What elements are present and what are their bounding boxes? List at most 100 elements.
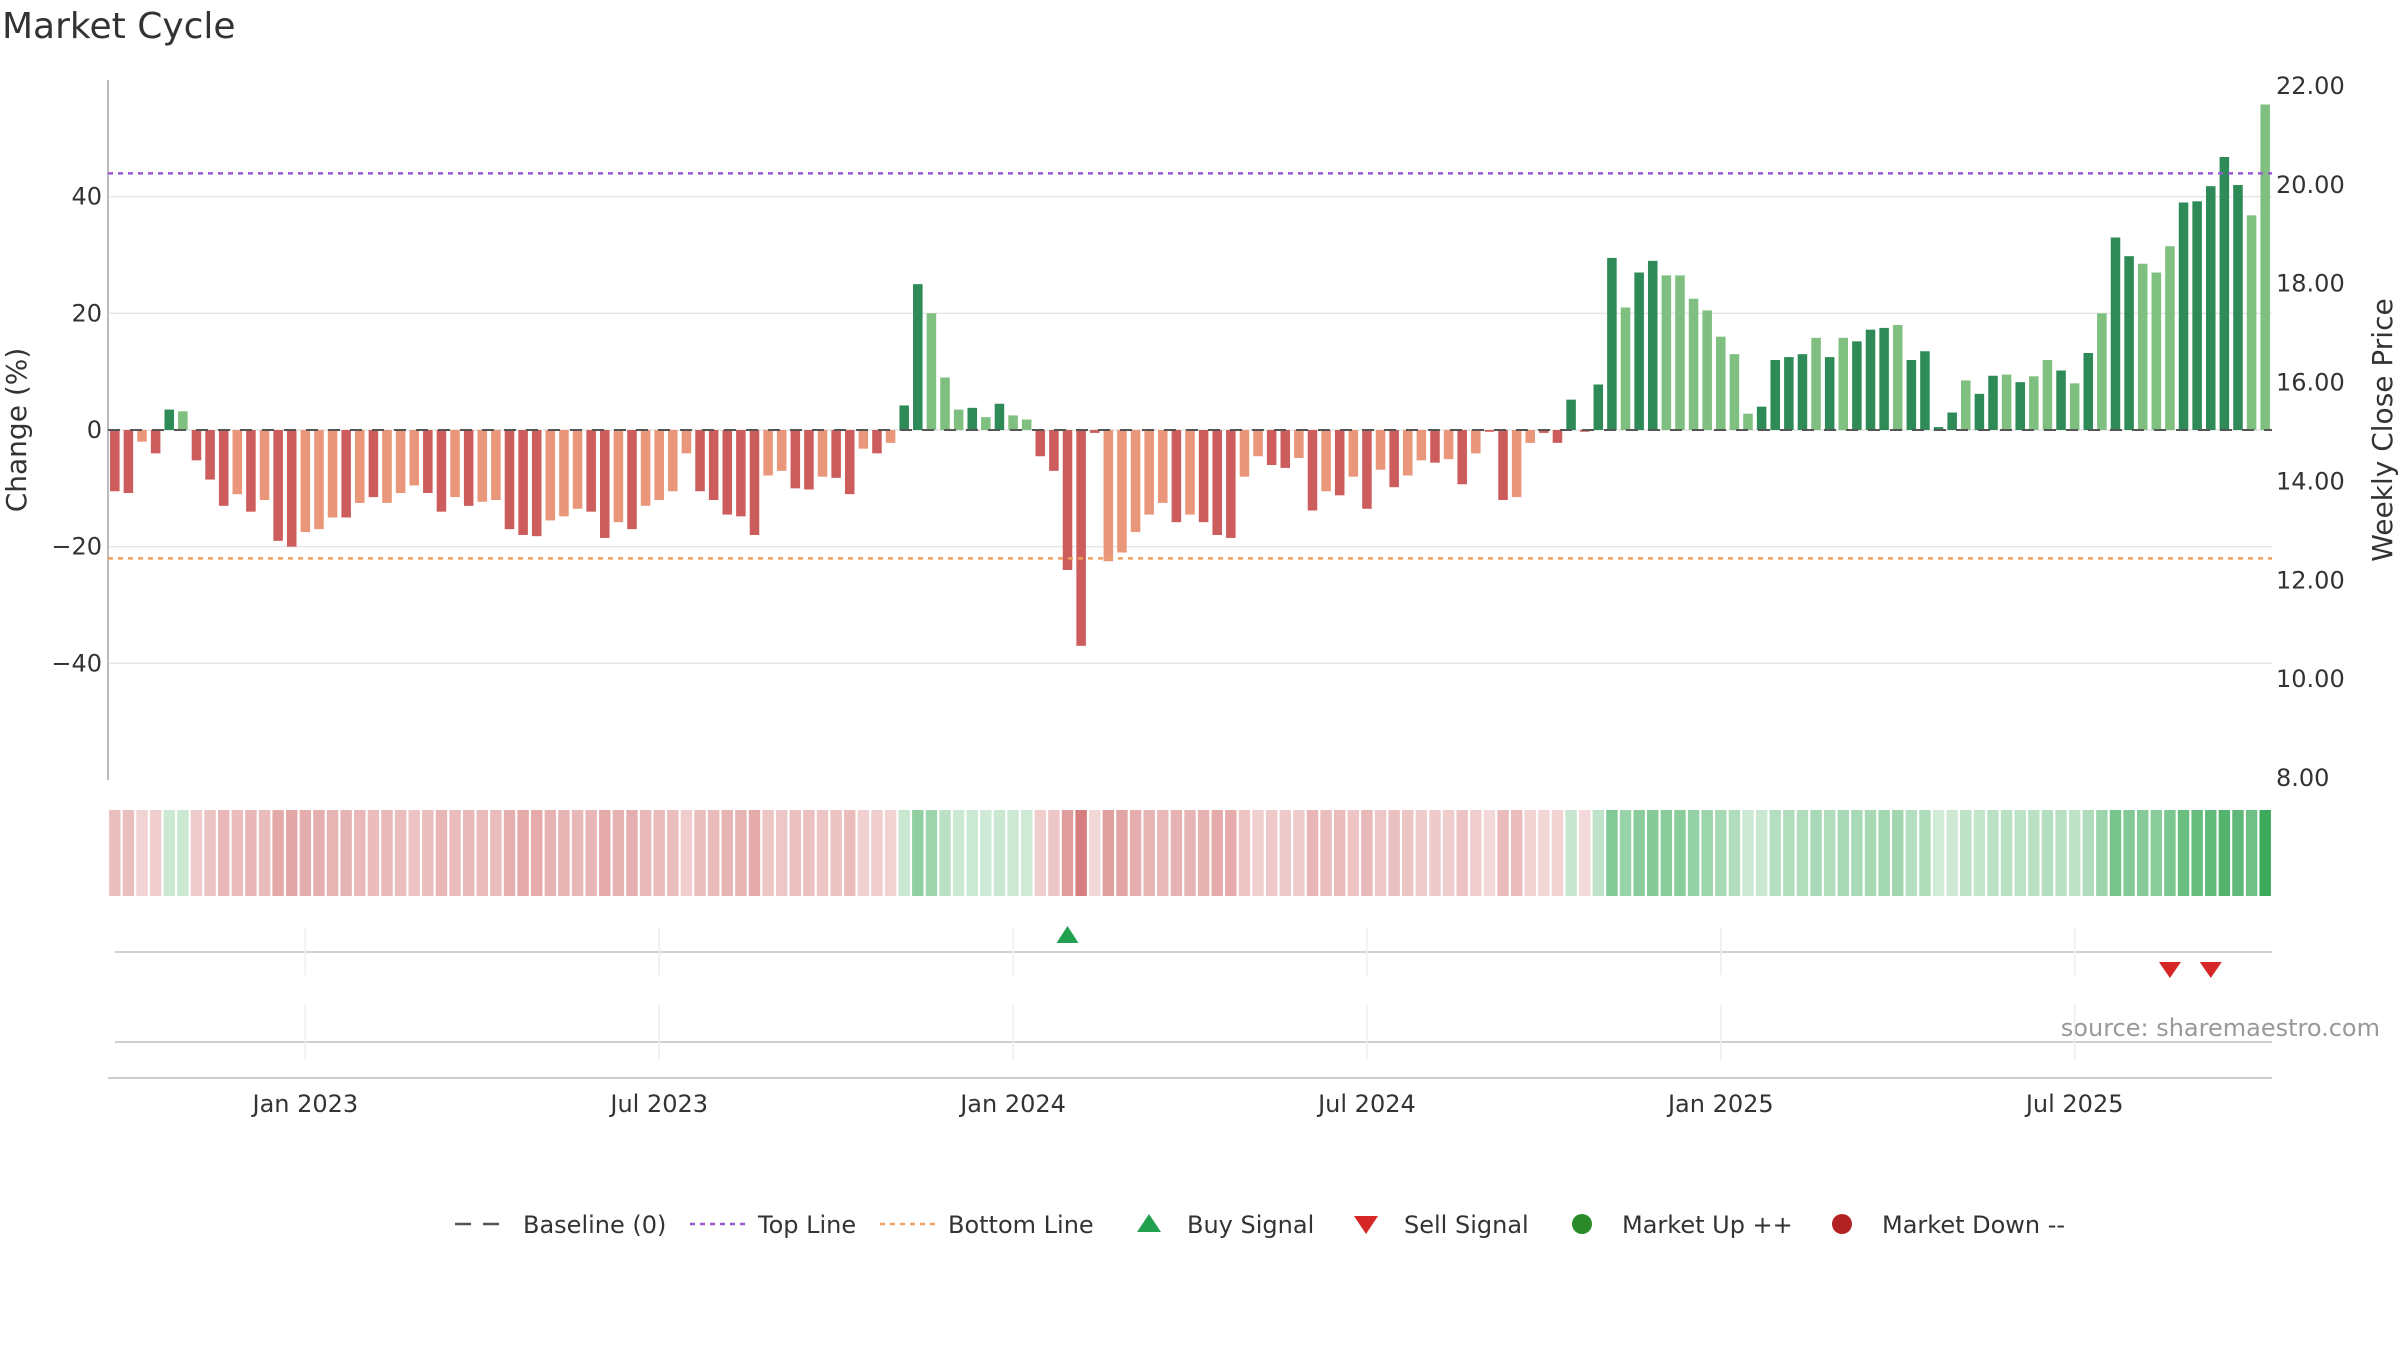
- change-bar: [137, 430, 147, 442]
- heat-cell: [2177, 810, 2190, 896]
- heat-cell: [1619, 810, 1632, 896]
- heat-cell: [680, 810, 693, 896]
- heat-cell: [1048, 810, 1060, 896]
- change-bar: [1035, 430, 1046, 457]
- change-bar: [1076, 430, 1086, 646]
- change-bar: [1471, 430, 1481, 454]
- heat-cell: [1211, 810, 1223, 896]
- heat-strip: [109, 810, 2271, 896]
- heat-cell: [1306, 810, 1319, 896]
- market-up-icon: [1572, 1214, 1592, 1234]
- heat-cell: [1592, 810, 1605, 896]
- change-bar: [1144, 430, 1154, 515]
- change-bar: [2233, 185, 2243, 430]
- change-bar: [2097, 313, 2107, 430]
- heat-cell: [1524, 810, 1536, 896]
- change-bar: [273, 430, 283, 541]
- heat-cell: [177, 810, 189, 896]
- heat-cell: [558, 810, 570, 896]
- change-bar: [1892, 325, 1903, 430]
- heat-cell: [1061, 810, 1074, 896]
- heat-cell: [490, 810, 502, 896]
- heat-cell: [1320, 810, 1332, 896]
- heat-cell: [1279, 810, 1291, 896]
- change-bar: [831, 430, 841, 478]
- change-bar: [1688, 298, 1699, 430]
- heat-cell: [612, 810, 625, 896]
- change-bar: [327, 430, 338, 518]
- change-bar: [1389, 430, 1399, 488]
- change-bar: [2042, 360, 2053, 430]
- change-bar: [1239, 430, 1250, 477]
- heat-cell: [939, 810, 951, 896]
- heat-cell: [830, 810, 842, 896]
- change-bar: [1362, 430, 1372, 509]
- change-bar: [2110, 237, 2121, 430]
- heat-cell: [2068, 810, 2081, 896]
- heat-cell: [394, 810, 407, 896]
- change-bar: [1185, 430, 1195, 515]
- change-bar: [395, 430, 406, 493]
- change-bar: [926, 313, 937, 430]
- heat-cell: [1660, 810, 1673, 896]
- change-bar: [2056, 370, 2066, 430]
- y-tick-label: −40: [51, 649, 102, 677]
- heat-cell: [1075, 810, 1087, 896]
- change-bar: [1770, 360, 1780, 430]
- heat-cell: [803, 810, 815, 896]
- change-bar: [1307, 430, 1318, 511]
- heat-cell: [435, 810, 448, 896]
- change-bar: [953, 409, 964, 430]
- heat-cell: [1510, 810, 1523, 896]
- change-bar: [450, 430, 460, 498]
- heat-cell: [735, 810, 747, 896]
- change-bar: [1607, 257, 1617, 430]
- change-bar: [1375, 430, 1386, 470]
- change-bar: [1906, 360, 1917, 430]
- change-bar: [477, 430, 488, 502]
- heat-cell: [980, 810, 992, 896]
- change-bar: [1198, 430, 1209, 523]
- change-bar: [150, 430, 161, 454]
- change-bar: [2219, 157, 2230, 430]
- change-bar: [1348, 430, 1359, 477]
- change-bar: [2205, 186, 2216, 430]
- heat-cell: [136, 810, 148, 896]
- change-bar: [967, 407, 978, 430]
- heat-cell: [122, 810, 135, 896]
- change-bar: [1321, 430, 1331, 492]
- heat-cell: [1265, 810, 1278, 896]
- change-bar: [1647, 260, 1658, 430]
- legend: Baseline (0) Top Line Bottom Line Buy Signa…: [455, 1211, 2065, 1239]
- change-bar: [668, 430, 678, 492]
- change-bar: [708, 430, 719, 500]
- y2-tick-label: 14.00: [2276, 467, 2345, 495]
- change-bar: [2165, 246, 2175, 430]
- heat-cell: [1837, 810, 1849, 896]
- change-bar: [1158, 430, 1168, 503]
- y2-tick-label: 10.00: [2276, 665, 2345, 693]
- heat-cell: [1769, 810, 1781, 896]
- buy-signal-icon: [1137, 1214, 1161, 1232]
- heat-cell: [912, 810, 924, 896]
- heat-cell: [313, 810, 325, 896]
- heat-cell: [952, 810, 965, 896]
- change-bar: [191, 430, 202, 461]
- heat-cell: [1020, 810, 1033, 896]
- change-bar: [559, 430, 569, 517]
- change-bar: [1634, 272, 1644, 430]
- change-bar: [232, 430, 243, 495]
- change-bar: [1988, 375, 1998, 430]
- heat-cell: [599, 810, 611, 896]
- change-bar: [1117, 430, 1127, 553]
- change-bar: [1334, 430, 1345, 496]
- change-bar: [164, 409, 175, 430]
- change-bar: [1294, 430, 1304, 458]
- heat-cell: [667, 810, 679, 896]
- change-bar: [1511, 430, 1522, 498]
- change-bar: [259, 430, 270, 500]
- heat-cell: [1129, 810, 1142, 896]
- y-tick-label: 40: [71, 183, 102, 211]
- heat-cell: [1116, 810, 1128, 896]
- change-bar: [1280, 430, 1291, 468]
